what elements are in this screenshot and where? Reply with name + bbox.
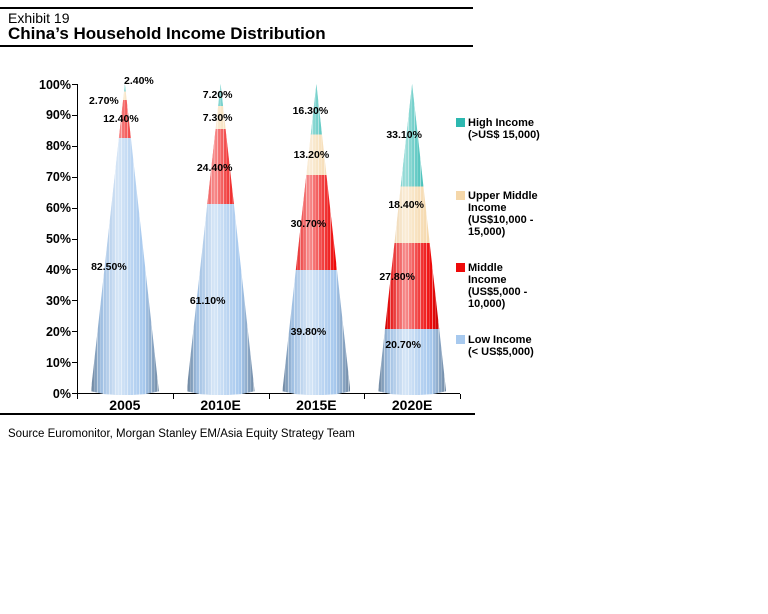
y-axis-tick-label: 60% xyxy=(45,201,71,216)
data-label-upper-middle-income-2020E: 18.40% xyxy=(388,198,424,211)
income-distribution-chart: 0% 10% 20% 30% 40% 50% 60% 70% 80% 90% 100% 2005 201… xyxy=(39,74,461,413)
x-axis-category-label: 2015E xyxy=(296,397,337,413)
footer-rule xyxy=(0,413,475,415)
y-axis-tick-label: 30% xyxy=(45,293,71,308)
y-axis-tick xyxy=(72,114,77,116)
legend-label-low-income: Low Income (< US$5,000) xyxy=(468,334,534,358)
y-axis-tick-label: 80% xyxy=(45,139,71,154)
source-note: Source Euromonitor, Morgan Stanley EM/As… xyxy=(8,428,355,440)
data-label-high-income-2020E: 33.10% xyxy=(386,129,422,142)
legend-item-high-income: High Income (>US$ 15,000) xyxy=(456,117,568,141)
y-axis-tick-label: 70% xyxy=(45,170,71,185)
x-axis-tick xyxy=(460,394,461,399)
y-axis-tick-label: 50% xyxy=(45,232,71,246)
x-axis-line xyxy=(77,393,460,394)
data-label-upper-middle-income-2010E: 7.30% xyxy=(202,111,233,124)
y-axis-tick xyxy=(72,145,77,147)
data-label-upper-middle-income-2015E: 13.20% xyxy=(293,148,330,161)
data-label-high-income-2015E: 16.30% xyxy=(292,105,329,118)
y-axis-tick xyxy=(72,176,77,178)
page-title: China’s Household Income Distribution xyxy=(8,24,326,43)
data-label-low-income-2005: 82.50% xyxy=(91,260,127,273)
data-label-upper-middle-income-2005: 2.70% xyxy=(88,94,119,107)
y-axis-tick-label: 0% xyxy=(52,386,71,401)
y-axis-line xyxy=(77,84,78,394)
legend-swatch-upper-middle-income xyxy=(456,191,465,200)
data-label-middle-income-2020E: 27.80% xyxy=(379,271,415,284)
y-axis-tick xyxy=(72,331,77,333)
data-label-middle-income-2010E: 24.40% xyxy=(196,161,233,174)
x-axis-tick xyxy=(172,394,174,399)
x-axis-tick xyxy=(77,394,78,399)
y-axis-tick-label: 40% xyxy=(45,262,71,277)
y-axis-tick xyxy=(72,362,77,364)
cone-2005 xyxy=(90,84,159,395)
legend-label-high-income: High Income (>US$ 15,000) xyxy=(468,117,540,141)
data-label-high-income-2010E: 7.20% xyxy=(202,89,233,102)
data-label-low-income-2015E: 39.80% xyxy=(290,325,327,338)
legend-item-upper-middle-income: Upper Middle Income (US$10,000 - 15,000) xyxy=(456,190,568,238)
y-axis-tick-label: 10% xyxy=(45,355,71,370)
exhibit-label: Exhibit 19 xyxy=(8,10,70,26)
y-axis-tick xyxy=(72,269,77,271)
legend-item-middle-income: Middle Income (US$5,000 - 10,000) xyxy=(456,262,568,310)
header-bottom-rule xyxy=(0,45,473,47)
x-axis-tick xyxy=(268,394,270,399)
header-top-rule xyxy=(0,7,473,9)
y-axis-tick xyxy=(72,393,77,394)
legend-swatch-low-income xyxy=(456,335,465,344)
legend-item-low-income: Low Income (< US$5,000) xyxy=(456,334,568,358)
y-axis-tick-label: 90% xyxy=(45,108,71,123)
data-label-middle-income-2005: 12.40% xyxy=(103,112,139,125)
legend-swatch-middle-income xyxy=(456,263,465,272)
cone-2015E xyxy=(282,84,351,395)
x-axis-category-label: 2010E xyxy=(200,397,241,413)
y-axis-tick xyxy=(72,207,77,209)
legend-label-upper-middle-income: Upper Middle Income (US$10,000 - 15,000) xyxy=(468,190,538,238)
data-label-middle-income-2015E: 30.70% xyxy=(290,217,327,230)
y-axis-tick-label: 100% xyxy=(39,77,71,92)
data-label-low-income-2010E: 61.10% xyxy=(189,294,226,307)
x-axis-category-label: 2005 xyxy=(109,397,141,413)
y-axis-tick xyxy=(72,84,77,85)
data-label-low-income-2020E: 20.70% xyxy=(385,339,421,352)
y-axis-tick xyxy=(72,300,77,302)
x-axis-category-label: 2020E xyxy=(391,397,433,413)
x-axis-tick xyxy=(364,394,366,399)
y-axis-tick-label: 20% xyxy=(45,324,71,339)
y-axis-tick xyxy=(72,238,77,240)
legend-swatch-high-income xyxy=(456,118,465,127)
data-label-high-income-2005: 2.40% xyxy=(123,74,154,87)
cone-2010E xyxy=(186,84,255,395)
legend-label-middle-income: Middle Income (US$5,000 - 10,000) xyxy=(468,262,528,310)
